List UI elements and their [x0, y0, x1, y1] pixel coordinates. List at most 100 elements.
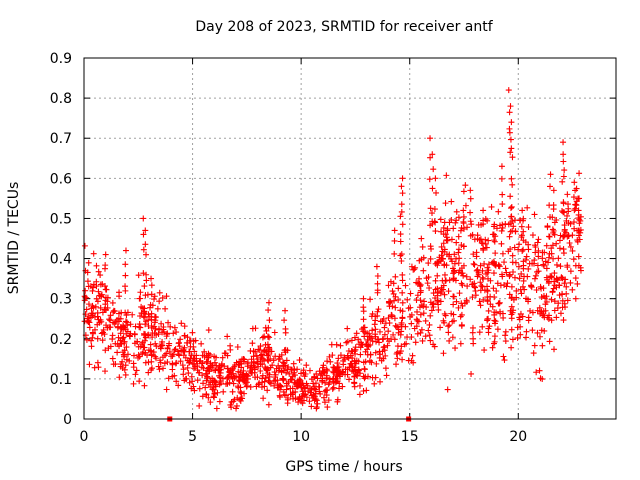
data-point [142, 321, 149, 328]
data-point [148, 348, 155, 355]
data-point [426, 285, 433, 292]
data-point [502, 328, 509, 335]
data-point [145, 369, 152, 376]
data-point [420, 303, 427, 310]
data-point [310, 380, 317, 387]
peak-point [432, 219, 439, 226]
data-point [455, 233, 462, 240]
data-point [244, 375, 251, 382]
peak-point [264, 333, 271, 340]
peak-point [467, 232, 474, 239]
data-point [175, 382, 182, 389]
data-point [158, 320, 165, 327]
data-point [547, 273, 554, 280]
data-point [254, 358, 261, 365]
peak-point [399, 289, 406, 296]
data-point [109, 299, 116, 306]
data-point [84, 278, 91, 285]
data-point [399, 356, 406, 363]
data-point [263, 327, 270, 334]
data-point [213, 405, 220, 412]
peak-point [398, 208, 405, 215]
data-point [367, 351, 374, 358]
data-point [97, 304, 104, 311]
data-point [255, 381, 262, 388]
data-point [141, 382, 148, 389]
data-point [346, 376, 353, 383]
data-point [453, 208, 460, 215]
peak-point [507, 136, 514, 143]
data-point [189, 329, 196, 336]
data-point [481, 347, 488, 354]
data-point [508, 294, 515, 301]
data-point [504, 280, 511, 287]
data-point [107, 312, 114, 319]
data-point [330, 384, 337, 391]
data-point [532, 272, 539, 279]
data-point [231, 374, 238, 381]
data-point [224, 375, 231, 382]
data-point [173, 329, 180, 336]
data-point [489, 344, 496, 351]
data-point [103, 322, 110, 329]
data-point [410, 359, 417, 366]
data-point [250, 353, 257, 360]
data-point [474, 273, 481, 280]
data-point [562, 229, 569, 236]
data-point [572, 275, 579, 282]
peak-point [122, 287, 129, 294]
data-point [353, 330, 360, 337]
data-point [121, 338, 128, 345]
data-point [446, 337, 453, 344]
data-point [390, 331, 397, 338]
data-point [487, 277, 494, 284]
data-point [241, 377, 248, 384]
peak-point [374, 287, 381, 294]
data-point [327, 358, 334, 365]
data-point [95, 316, 102, 323]
data-point [453, 239, 460, 246]
data-point [211, 390, 218, 397]
data-point [437, 324, 444, 331]
data-point [445, 329, 452, 336]
data-point [366, 357, 373, 364]
data-point [131, 331, 138, 338]
data-point [362, 358, 369, 365]
data-point [455, 249, 462, 256]
data-point [546, 338, 553, 345]
data-point [529, 260, 536, 267]
data-point [213, 354, 220, 361]
data-point [524, 204, 531, 211]
data-point [351, 334, 358, 341]
data-point [164, 345, 171, 352]
data-point [173, 378, 180, 385]
data-point [171, 324, 178, 331]
data-point [136, 353, 143, 360]
data-point [91, 364, 98, 371]
data-point [544, 224, 551, 231]
data-point [317, 390, 324, 397]
data-point [360, 387, 367, 394]
data-point [321, 368, 328, 375]
data-point [91, 313, 98, 320]
data-point [477, 262, 484, 269]
peak-point [535, 268, 542, 275]
data-point [238, 390, 245, 397]
data-point [471, 283, 478, 290]
data-point [438, 243, 445, 250]
data-point [373, 338, 380, 345]
data-point [557, 310, 564, 317]
data-point [525, 224, 532, 231]
data-point [227, 401, 234, 408]
data-point [263, 366, 270, 373]
peak-point [282, 349, 289, 356]
data-point [303, 362, 310, 369]
x-tick-label: 20 [509, 429, 527, 445]
data-point [313, 397, 320, 404]
data-point [401, 341, 408, 348]
data-point [130, 352, 137, 359]
data-point [164, 359, 171, 366]
data-point [289, 391, 296, 398]
data-point [574, 195, 581, 202]
data-point [420, 267, 427, 274]
